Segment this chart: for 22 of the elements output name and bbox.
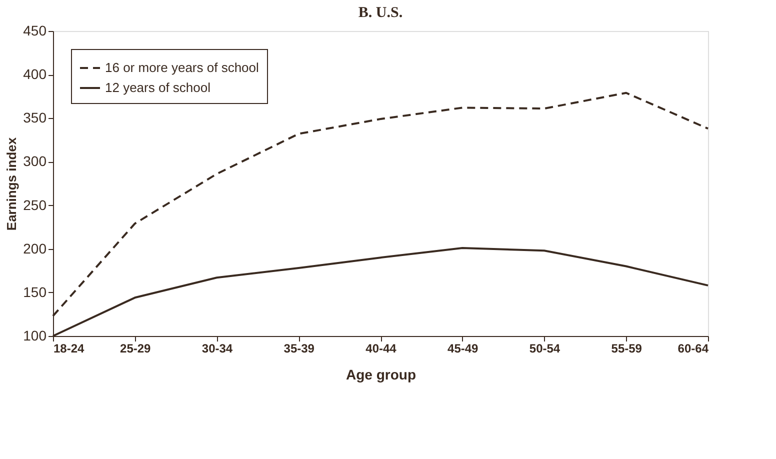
x-tick-label: 30-34 (202, 342, 233, 356)
x-tick-label: 45-49 (448, 342, 479, 356)
y-tick-label: 150 (23, 284, 47, 300)
x-axis-title: Age group (346, 366, 416, 382)
x-tick-label: 40-44 (366, 342, 397, 356)
x-tick-label: 25-29 (120, 342, 152, 356)
x-tick-label: 55-59 (611, 342, 642, 356)
y-tick-label: 100 (23, 328, 47, 344)
x-tick-label: 60-64 (678, 342, 709, 356)
y-tick-label: 300 (23, 153, 47, 170)
y-tick-label: 200 (23, 240, 47, 256)
x-tick-label: 35-39 (284, 342, 315, 356)
x-tick-label: 18-24 (54, 342, 85, 356)
y-tick-label: 400 (23, 66, 47, 82)
legend-label: 16 or more years of school (105, 60, 260, 75)
y-tick-label: 250 (23, 196, 47, 213)
y-axis-title: Earnings index (4, 136, 20, 231)
x-tick-label: 50-54 (529, 342, 560, 356)
y-tick-label: 450 (23, 22, 47, 38)
y-tick-label: 350 (23, 110, 47, 126)
chart-title: B. U.S. (358, 5, 403, 21)
legend-label: 12 years of school (105, 80, 211, 95)
